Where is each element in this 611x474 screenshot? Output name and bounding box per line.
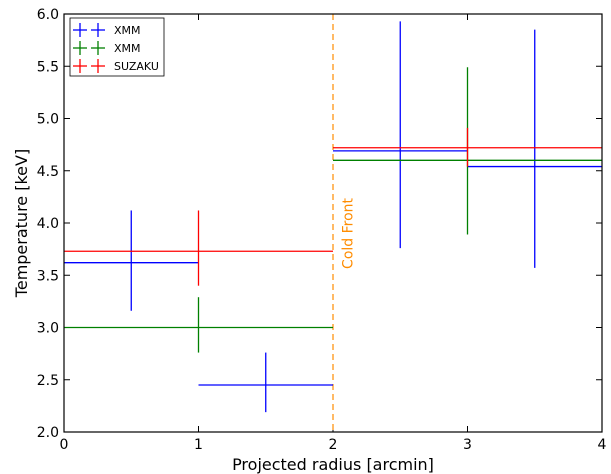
y-tick-label: 5.0	[37, 112, 59, 128]
plot-background	[64, 14, 602, 432]
y-tick-label: 4.0	[37, 216, 59, 232]
x-tick-label: 0	[60, 437, 69, 453]
y-tick-label: 5.5	[37, 59, 59, 75]
y-tick-label: 6.0	[37, 7, 59, 23]
y-tick-label: 4.5	[37, 164, 59, 180]
x-tick-label: 4	[598, 437, 607, 453]
x-tick-label: 3	[463, 437, 472, 453]
y-tick-label: 3.0	[37, 321, 59, 337]
y-tick-label: 3.5	[37, 268, 59, 284]
y-tick-label: 2.0	[37, 425, 59, 441]
x-axis-title: Projected radius [arcmin]	[232, 455, 434, 474]
x-tick-label: 1	[194, 437, 203, 453]
legend-label: XMM	[114, 42, 141, 55]
cold-front-label: Cold Front	[340, 197, 356, 268]
y-tick-label: 2.5	[37, 373, 59, 389]
legend-label: SUZAKU	[114, 60, 159, 73]
x-tick-label: 2	[329, 437, 338, 453]
plot-frame	[63, 13, 603, 433]
y-axis-title: Temperature [keV]	[12, 149, 31, 298]
legend-label: XMM	[114, 24, 141, 37]
